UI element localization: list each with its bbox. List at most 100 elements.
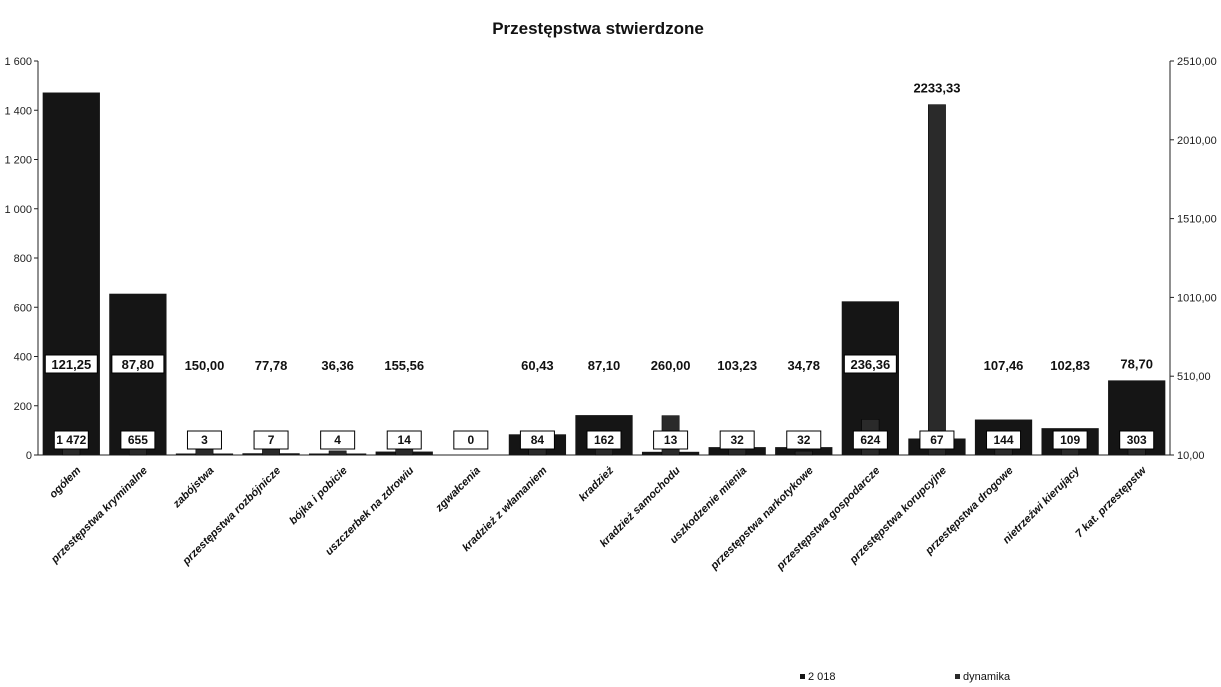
category-label: zgwałcenia (433, 465, 483, 515)
data-label-2018-text: 0 (467, 433, 474, 447)
right-tick-label: 10,00 (1177, 450, 1205, 462)
left-tick-label: 1 200 (4, 155, 32, 167)
left-tick-label: 0 (26, 450, 32, 462)
data-label-2018-box (653, 430, 689, 450)
data-label-2018-text: 109 (1060, 433, 1080, 447)
right-tick-label: 1010,00 (1177, 292, 1217, 304)
data-label-dynamika: 236,36 (843, 354, 897, 374)
data-label-2018: 162 (586, 430, 622, 450)
category-label: ogółem (47, 464, 83, 500)
data-label-2018-box (719, 430, 755, 450)
bar-2018 (109, 293, 167, 455)
data-label-2018-text: 3 (201, 433, 208, 447)
data-label-2018: 144 (986, 430, 1022, 450)
data-label-2018-text: 144 (994, 433, 1014, 447)
data-label-dynamika: 155,56 (384, 358, 424, 373)
data-label-2018: 1 472 (53, 430, 89, 450)
data-label-dynamika-text: 121,25 (51, 357, 91, 372)
right-tick-label: 510,00 (1177, 371, 1211, 383)
legend-label: dynamika (963, 671, 1011, 683)
data-label-2018-text: 14 (398, 433, 412, 447)
left-tick-label: 1 600 (4, 56, 32, 68)
data-label-2018: 109 (1052, 430, 1088, 450)
data-label-dynamika: 150,00 (185, 358, 225, 373)
legend-swatch (955, 674, 960, 679)
data-label-2018: 655 (120, 430, 156, 450)
data-label-2018-text: 1 472 (56, 433, 86, 447)
data-label-2018: 14 (386, 430, 422, 450)
data-label-2018-box (1052, 430, 1088, 450)
data-label-2018-box (786, 430, 822, 450)
data-label-2018: 67 (919, 430, 955, 450)
data-label-dynamika-box (843, 354, 897, 374)
bar-2018 (42, 92, 100, 456)
category-label: bójka i pobicie (287, 465, 350, 528)
legend-swatch (800, 674, 805, 679)
legend-entry: dynamika (955, 671, 1011, 683)
data-label-dynamika: 107,46 (984, 358, 1024, 373)
left-tick-label: 200 (14, 401, 32, 413)
data-label-2018: 7 (253, 430, 289, 450)
chart-bars (42, 92, 1166, 456)
data-label-2018-box (320, 430, 356, 450)
data-label-2018: 624 (852, 430, 888, 450)
bar-dynamika (928, 104, 946, 456)
data-label-dynamika: 87,80 (111, 354, 165, 374)
data-label-dynamika: 78,70 (1120, 356, 1153, 371)
data-label-dynamika-text: 236,36 (850, 357, 890, 372)
left-tick-label: 1 400 (4, 105, 32, 117)
data-label-2018-box (519, 430, 555, 450)
data-label-dynamika: 60,43 (521, 358, 554, 373)
data-label-dynamika: 36,36 (321, 358, 354, 373)
data-label-dynamika: 77,78 (255, 358, 288, 373)
chart-axes: 0 200 400 600 800 1 000 1 200 1 400 1 600 10,00 51… (4, 56, 1216, 462)
category-label: kradzież (577, 464, 617, 504)
legend-entry: 2 018 (800, 671, 836, 683)
data-label-dynamika: 87,10 (588, 358, 621, 373)
data-label-dynamika: 121,25 (44, 354, 98, 374)
data-label-2018-box (386, 430, 422, 450)
right-tick-label: 1510,00 (1177, 214, 1217, 226)
chart-title: Przestępstwa stwierdzone (492, 19, 704, 38)
data-label-dynamika: 102,83 (1050, 358, 1090, 373)
data-label-2018: 13 (653, 430, 689, 450)
data-label-2018-text: 655 (128, 433, 148, 447)
data-label-2018: 0 (453, 430, 489, 450)
data-label-2018-text: 67 (930, 433, 944, 447)
data-label-2018-box (53, 430, 89, 450)
chart-legend: 2 018 dynamika (800, 671, 1011, 683)
data-label-2018: 32 (719, 430, 755, 450)
data-label-2018-box (253, 430, 289, 450)
data-label-dynamika: 34,78 (787, 358, 820, 373)
left-tick-label: 800 (14, 253, 32, 265)
data-label-dynamika: 260,00 (651, 358, 691, 373)
data-label-2018-text: 84 (531, 433, 545, 447)
data-label-2018-box (919, 430, 955, 450)
category-label: nietrzeźwi kierujący (1001, 464, 1083, 546)
data-label-2018: 84 (519, 430, 555, 450)
data-label-dynamika: 2233,33 (913, 81, 960, 96)
data-label-2018: 4 (320, 430, 356, 450)
data-label-2018-text: 162 (594, 433, 614, 447)
right-tick-label: 2010,00 (1177, 135, 1217, 147)
bar-dynamika (794, 450, 813, 456)
data-label-dynamika-text: 87,80 (122, 357, 155, 372)
data-label-dynamika-box (44, 354, 98, 374)
category-label: 7 kat. przestępstw (1073, 464, 1150, 541)
data-label-2018-box (986, 430, 1022, 450)
data-label-dynamika: 103,23 (717, 358, 757, 373)
legend-label: 2 018 (808, 671, 836, 683)
chart-data-labels: 1 472 121,25 655 87,80 3 150,00 7 77,78 4 36,36 14… (44, 81, 1155, 450)
data-label-2018-box (586, 430, 622, 450)
data-label-2018: 32 (786, 430, 822, 450)
left-tick-label: 400 (14, 352, 32, 364)
data-label-dynamika-box (111, 354, 165, 374)
data-label-2018-text: 303 (1127, 433, 1147, 447)
data-label-2018-text: 4 (334, 433, 341, 447)
data-label-2018-box (453, 430, 489, 450)
data-label-2018: 3 (186, 430, 222, 450)
data-label-2018-box (1119, 430, 1155, 450)
data-label-2018-box (120, 430, 156, 450)
